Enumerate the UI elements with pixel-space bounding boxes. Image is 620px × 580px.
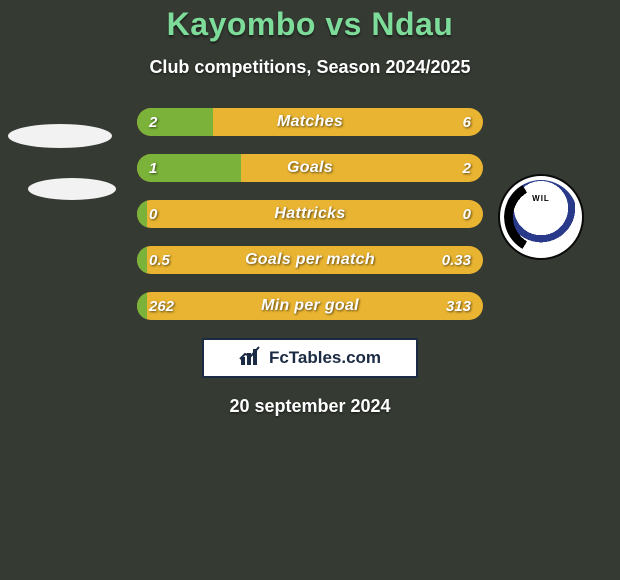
stat-label: Matches bbox=[137, 108, 483, 136]
stat-row: 262313Min per goal bbox=[137, 292, 483, 320]
stat-label: Goals per match bbox=[137, 246, 483, 274]
player-right-club-badge: WIL bbox=[498, 174, 584, 260]
page-title: Kayombo vs Ndau bbox=[0, 6, 620, 43]
club-badge-inner: WIL bbox=[504, 180, 578, 254]
attribution-text: FcTables.com bbox=[269, 348, 381, 368]
player-left-avatar bbox=[8, 124, 112, 148]
stat-row: 12Goals bbox=[137, 154, 483, 182]
stat-label: Min per goal bbox=[137, 292, 483, 320]
stat-row: 0.50.33Goals per match bbox=[137, 246, 483, 274]
attribution-badge: FcTables.com bbox=[202, 338, 418, 378]
stat-label: Goals bbox=[137, 154, 483, 182]
stat-label: Hattricks bbox=[137, 200, 483, 228]
chart-icon bbox=[239, 345, 263, 372]
stats-bars: 26Matches 12Goals 00Hattricks 0.50.33Goals … bbox=[137, 108, 483, 320]
club-badge-text: WIL bbox=[504, 194, 578, 203]
club-badge-arc bbox=[504, 180, 578, 254]
stat-row: 00Hattricks bbox=[137, 200, 483, 228]
stat-row: 26Matches bbox=[137, 108, 483, 136]
season-subtitle: Club competitions, Season 2024/2025 bbox=[0, 57, 620, 78]
comparison-card: Kayombo vs Ndau Club competitions, Seaso… bbox=[0, 0, 620, 580]
player-left-club-badge bbox=[28, 178, 116, 200]
snapshot-date: 20 september 2024 bbox=[0, 396, 620, 417]
